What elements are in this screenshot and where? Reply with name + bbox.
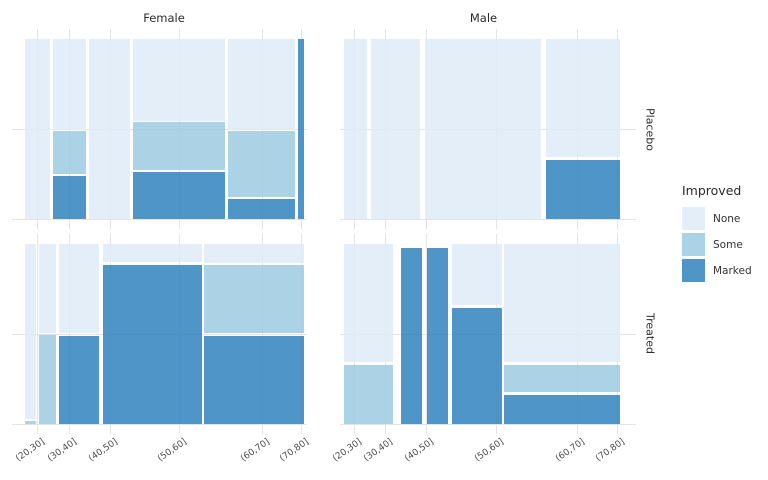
mosaic-segment-none: [204, 244, 304, 263]
gridline-horizontal: [21, 423, 307, 425]
gridline-horizontal: [340, 219, 627, 220]
mosaic-segment-none: [425, 39, 541, 219]
facet-strip-female: Female: [143, 11, 185, 25]
legend-swatch-some: [682, 233, 705, 256]
y-axis-tick: [627, 423, 636, 425]
mosaic-segment-marked: [59, 335, 99, 424]
legend-title: Improved: [682, 183, 742, 198]
mosaic-segment-some: [133, 122, 225, 170]
x-axis-label: (30,40]: [46, 437, 79, 465]
mosaic-segment-marked: [504, 394, 620, 424]
mosaic-segment-none: [344, 39, 367, 219]
y-axis-tick: [627, 129, 636, 130]
gridline-horizontal: [340, 423, 627, 425]
y-axis-tick: [12, 129, 21, 130]
y-axis-tick: [627, 219, 636, 220]
legend: Improved None Some Marked: [682, 183, 768, 285]
x-axis-label: (20,30]: [14, 437, 47, 465]
y-axis-tick: [627, 333, 636, 335]
mosaic-segment-some: [53, 131, 86, 174]
mosaic-segment-some: [504, 364, 620, 392]
mosaic-segment-none: [89, 39, 130, 219]
x-axis-label: (20,30]: [331, 437, 364, 465]
mosaic-segment-none: [452, 244, 502, 305]
mosaic-segment-marked: [53, 175, 86, 219]
panel-female-placebo: [21, 29, 307, 229]
legend-label-some: Some: [713, 238, 743, 251]
mosaic-segment-some: [39, 335, 56, 424]
mosaic-segment-marked: [204, 335, 304, 424]
mosaic-segment-some: [344, 364, 393, 424]
mosaic-segment-marked: [401, 248, 422, 424]
x-axis-label: (40,50]: [403, 437, 436, 465]
mosaic-segment-none: [103, 244, 202, 262]
x-axis-label: (70,80]: [594, 437, 627, 465]
y-axis-tick: [12, 219, 21, 220]
mosaic-segment-some: [204, 264, 304, 333]
y-axis-tick: [12, 333, 21, 335]
mosaic-segment-none: [39, 244, 56, 333]
mosaic-segment-none: [25, 244, 36, 419]
y-axis-tick: [12, 423, 21, 425]
x-axis-label: (60,70]: [554, 437, 587, 465]
mosaic-segment-none: [59, 244, 99, 333]
mosaic-segment-none: [133, 39, 225, 121]
facet-strip-placebo: Placebo: [643, 107, 657, 151]
mosaic-segment-marked: [133, 171, 225, 219]
legend-entry-none: None: [682, 207, 768, 230]
facet-strip-treated: Treated: [643, 312, 657, 354]
x-axis-label: (30,40]: [362, 437, 395, 465]
legend-label-marked: Marked: [713, 264, 752, 277]
mosaic-segment-marked: [452, 307, 502, 424]
mosaic-segment-some: [25, 420, 36, 424]
mosaic-segment-marked: [298, 39, 304, 219]
mosaic-segment-none: [344, 244, 393, 362]
x-axis-label: (60,70]: [239, 437, 272, 465]
mosaic-segment-marked: [228, 198, 295, 219]
mosaic-segment-marked: [103, 264, 202, 424]
facet-strip-male: Male: [469, 11, 498, 25]
panel-male-placebo: [340, 29, 627, 229]
mosaic-segment-none: [53, 39, 86, 130]
mosaic-segment-marked: [427, 248, 448, 424]
legend-label-none: None: [713, 212, 741, 225]
mosaic-segment-none: [504, 244, 620, 362]
mosaic-segment-some: [228, 130, 295, 197]
mosaic-segment-none: [371, 39, 420, 219]
mosaic-segment-none: [25, 39, 50, 219]
legend-swatch-marked: [682, 259, 705, 282]
legend-entry-some: Some: [682, 233, 768, 256]
mosaic-segment-none: [546, 39, 620, 157]
x-axis-label: (50,60]: [156, 437, 189, 465]
x-axis-label: (40,50]: [87, 437, 120, 465]
mosaic-segment-marked: [546, 159, 620, 219]
x-axis-label: (50,60]: [473, 437, 506, 465]
legend-swatch-none: [682, 207, 705, 230]
x-axis-label: (70,80]: [278, 437, 311, 465]
panel-male-treated: [340, 234, 627, 434]
legend-entry-marked: Marked: [682, 259, 768, 282]
mosaic-segment-none: [228, 39, 295, 129]
gridline-horizontal: [21, 219, 307, 220]
panel-female-treated: [21, 234, 307, 434]
